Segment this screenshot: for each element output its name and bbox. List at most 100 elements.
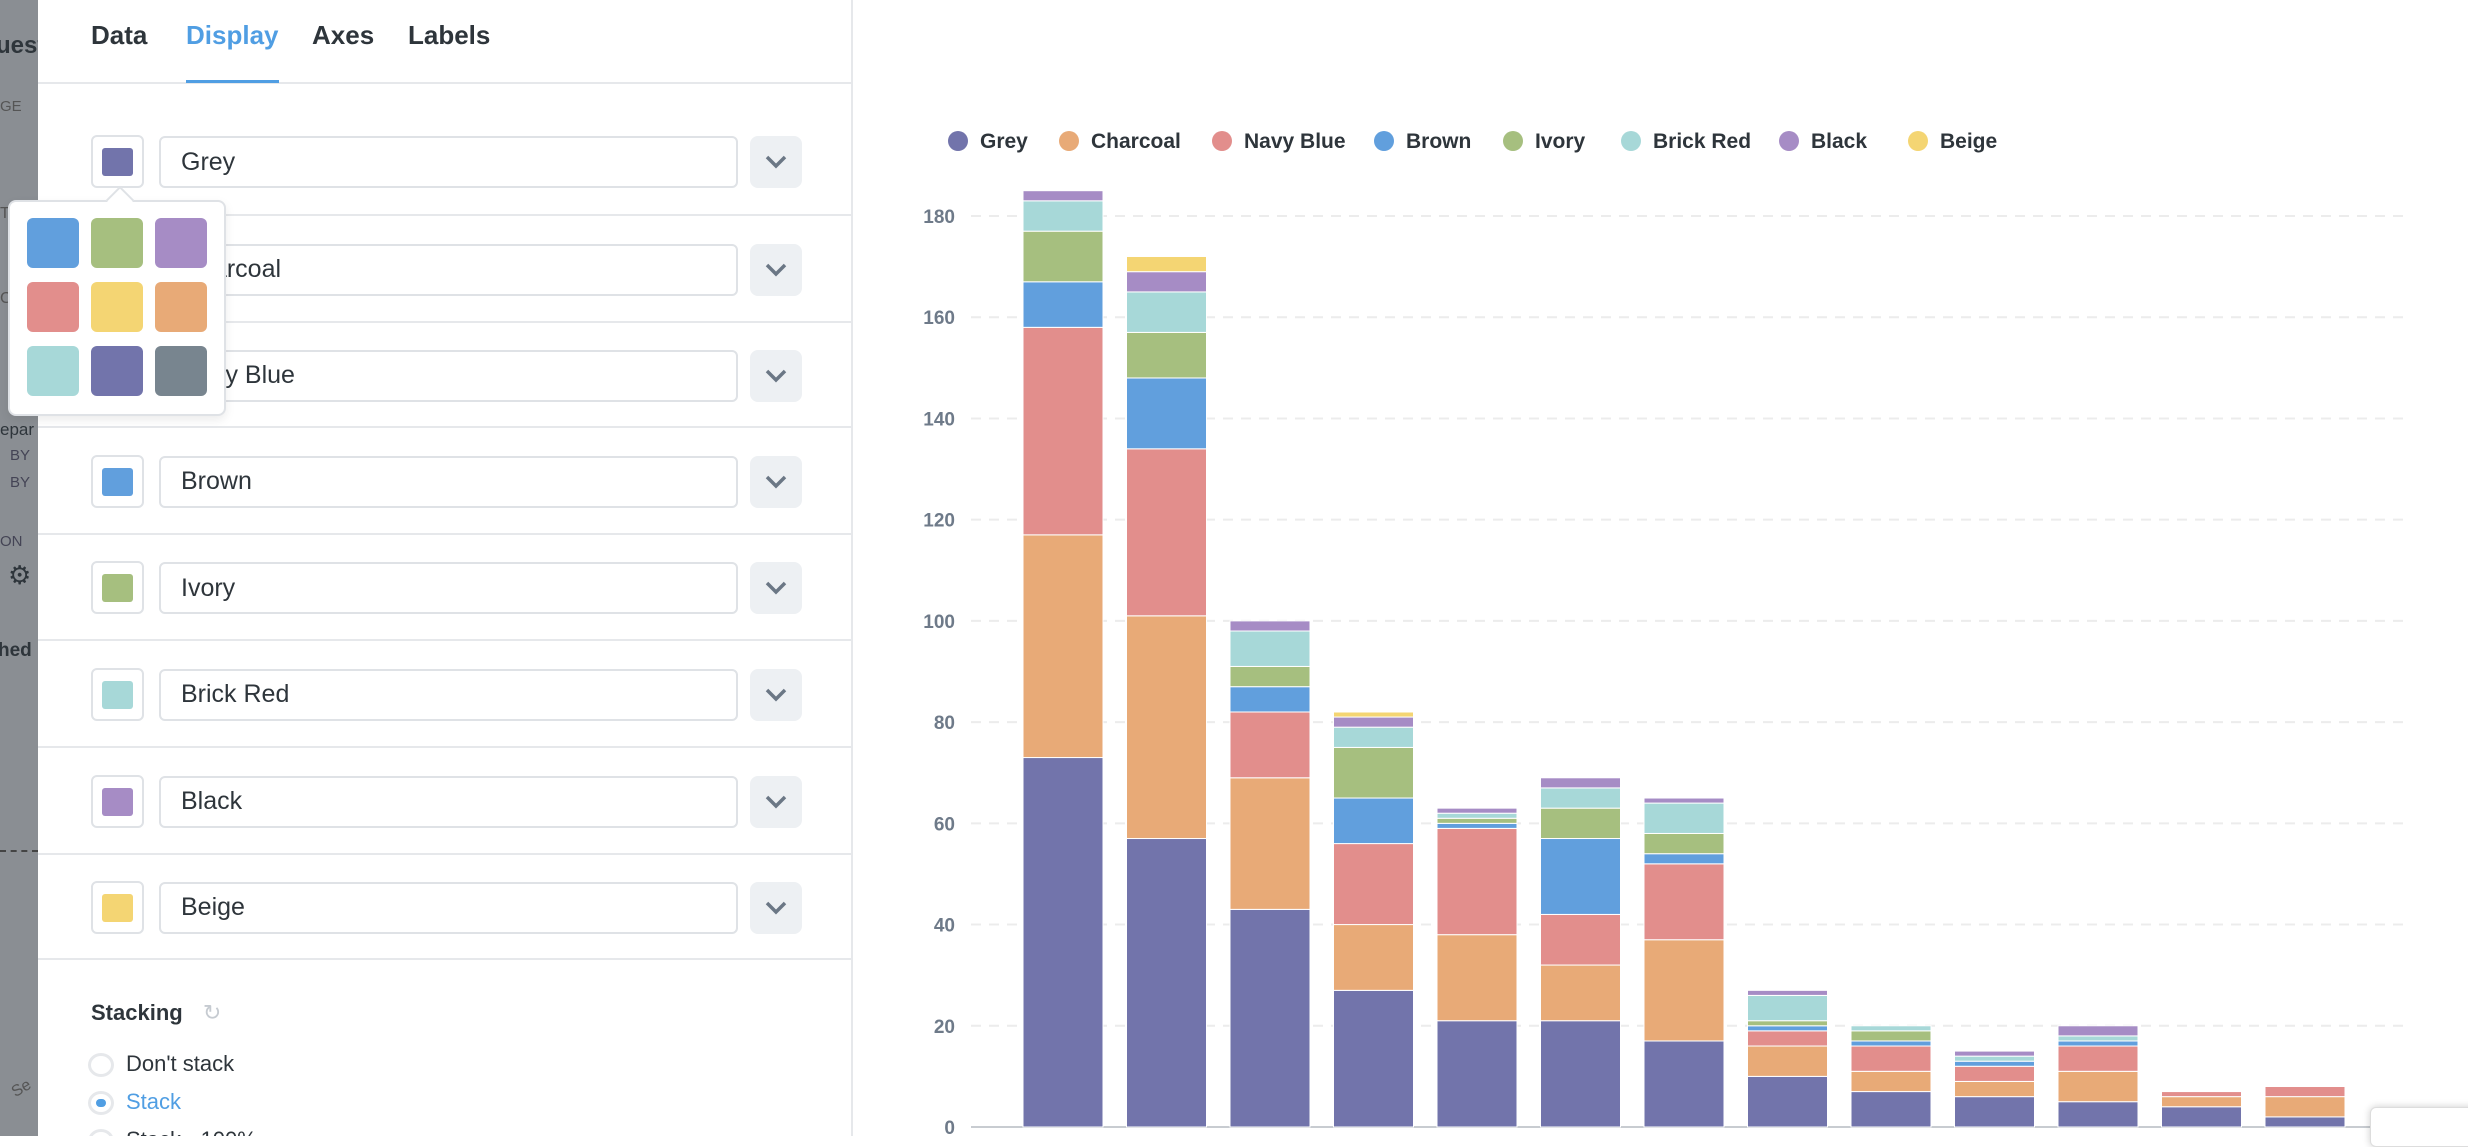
bar-segment[interactable] <box>1643 939 1725 1042</box>
radio-stack[interactable]: Stack <box>88 1089 181 1116</box>
series-name-input[interactable] <box>159 243 738 296</box>
bar-segment[interactable] <box>1022 757 1104 1128</box>
series-name-input[interactable] <box>159 881 738 934</box>
bar-segment[interactable] <box>1126 271 1207 293</box>
bar-segment[interactable] <box>2264 1086 2346 1098</box>
series-color-button[interactable] <box>91 774 144 828</box>
legend-item[interactable]: Black <box>1779 130 1867 154</box>
bar-segment[interactable] <box>1850 1040 1932 1047</box>
bar-segment[interactable] <box>1126 331 1207 379</box>
bar-segment[interactable] <box>1747 1045 1828 1077</box>
bar-segment[interactable] <box>2057 1040 2139 1047</box>
bar-segment[interactable] <box>1333 924 1414 991</box>
bar-segment[interactable] <box>1436 817 1518 824</box>
radio-stack-100[interactable]: Stack - 100% <box>88 1127 257 1136</box>
bar-segment[interactable] <box>1540 913 1621 966</box>
bar-segment[interactable] <box>2057 1025 2139 1037</box>
bar-segment[interactable] <box>1022 190 1104 202</box>
series-color-button[interactable] <box>91 561 144 614</box>
bar-segment[interactable] <box>1643 1040 1725 1128</box>
color-option[interactable] <box>27 282 79 332</box>
series-name-input[interactable] <box>159 562 738 614</box>
color-option[interactable] <box>155 346 207 396</box>
series-name-input[interactable] <box>159 668 738 721</box>
series-color-button[interactable] <box>91 454 144 508</box>
bar-segment[interactable] <box>1022 534 1104 759</box>
bar-segment[interactable] <box>1954 1060 2035 1067</box>
bar-segment[interactable] <box>1229 711 1311 779</box>
bar-segment[interactable] <box>1022 281 1104 328</box>
bar-segment[interactable] <box>1229 908 1311 1128</box>
bar-segment[interactable] <box>1540 807 1621 840</box>
bar-segment[interactable] <box>2161 1096 2242 1108</box>
radio-dont-stack[interactable]: Don't stack <box>88 1051 234 1078</box>
bar-segment[interactable] <box>1126 255 1207 273</box>
bar-segment[interactable] <box>1643 853 1725 865</box>
bar-segment[interactable] <box>1229 630 1311 667</box>
bar-segment[interactable] <box>1333 843 1414 926</box>
bar-segment[interactable] <box>1540 964 1621 1022</box>
legend-item[interactable]: Brick Red <box>1621 130 1751 154</box>
series-options-button[interactable] <box>750 136 802 188</box>
bar-segment[interactable] <box>1954 1055 2035 1062</box>
bar-segment[interactable] <box>1022 326 1104 536</box>
bar-segment[interactable] <box>1850 1025 1932 1032</box>
bar-segment[interactable] <box>1229 620 1311 632</box>
legend-item[interactable]: Charcoal <box>1059 130 1181 154</box>
series-name-input[interactable] <box>159 349 738 402</box>
bar-segment[interactable] <box>1643 863 1725 941</box>
bar-segment[interactable] <box>1747 1030 1828 1047</box>
color-option[interactable] <box>155 282 207 332</box>
legend-item[interactable]: Beige <box>1908 130 1997 154</box>
series-options-button[interactable] <box>750 243 802 296</box>
bar-segment[interactable] <box>2057 1045 2139 1072</box>
color-option[interactable] <box>91 218 143 268</box>
bar-segment[interactable] <box>1954 1065 2035 1082</box>
bar-segment[interactable] <box>2057 1101 2139 1128</box>
legend-item[interactable]: Brown <box>1374 130 1471 154</box>
bar-segment[interactable] <box>1126 377 1207 450</box>
color-option[interactable] <box>27 218 79 268</box>
series-name-input[interactable] <box>159 775 738 828</box>
legend-item[interactable]: Ivory <box>1503 130 1585 154</box>
bar-segment[interactable] <box>1333 726 1414 748</box>
bar-segment[interactable] <box>1954 1080 2035 1098</box>
bar-segment[interactable] <box>1747 1075 1828 1128</box>
bar-segment[interactable] <box>1022 230 1104 283</box>
bar-segment[interactable] <box>1436 827 1518 936</box>
bar-segment[interactable] <box>1333 716 1414 728</box>
reset-icon[interactable]: ↻ <box>202 1000 222 1025</box>
tab-labels[interactable]: Labels <box>408 20 491 50</box>
bar-segment[interactable] <box>1643 832 1725 855</box>
gear-icon[interactable]: ⚙ <box>8 560 32 590</box>
color-option[interactable] <box>91 282 143 332</box>
bar-segment[interactable] <box>1850 1070 1932 1093</box>
bar-segment[interactable] <box>1850 1091 1932 1128</box>
bar-segment[interactable] <box>1643 797 1725 804</box>
bar-segment[interactable] <box>2057 1035 2139 1042</box>
bar-segment[interactable] <box>1954 1050 2035 1057</box>
bar-segment[interactable] <box>1436 934 1518 1022</box>
color-option[interactable] <box>91 346 143 396</box>
series-color-button[interactable] <box>91 880 144 934</box>
color-option[interactable] <box>155 218 207 268</box>
series-color-button[interactable] <box>91 135 144 188</box>
bar-segment[interactable] <box>1436 822 1518 829</box>
series-options-button[interactable] <box>750 881 802 934</box>
bar-segment[interactable] <box>1850 1030 1932 1042</box>
series-color-button[interactable] <box>91 667 144 721</box>
bar-segment[interactable] <box>1747 989 1828 996</box>
bar-segment[interactable] <box>1229 777 1311 910</box>
tab-display[interactable]: Display <box>186 20 279 83</box>
bar-segment[interactable] <box>1126 615 1207 840</box>
bar-segment[interactable] <box>1436 1020 1518 1128</box>
bar-segment[interactable] <box>1540 777 1621 789</box>
bar-segment[interactable] <box>2057 1070 2139 1103</box>
bar-segment[interactable] <box>2264 1096 2346 1118</box>
bar-segment[interactable] <box>1436 807 1518 814</box>
bar-segment[interactable] <box>1333 797 1414 845</box>
bar-segment[interactable] <box>1850 1045 1932 1072</box>
bar-segment[interactable] <box>1436 812 1518 819</box>
bar-segment[interactable] <box>1540 787 1621 809</box>
series-options-button[interactable] <box>750 349 802 402</box>
